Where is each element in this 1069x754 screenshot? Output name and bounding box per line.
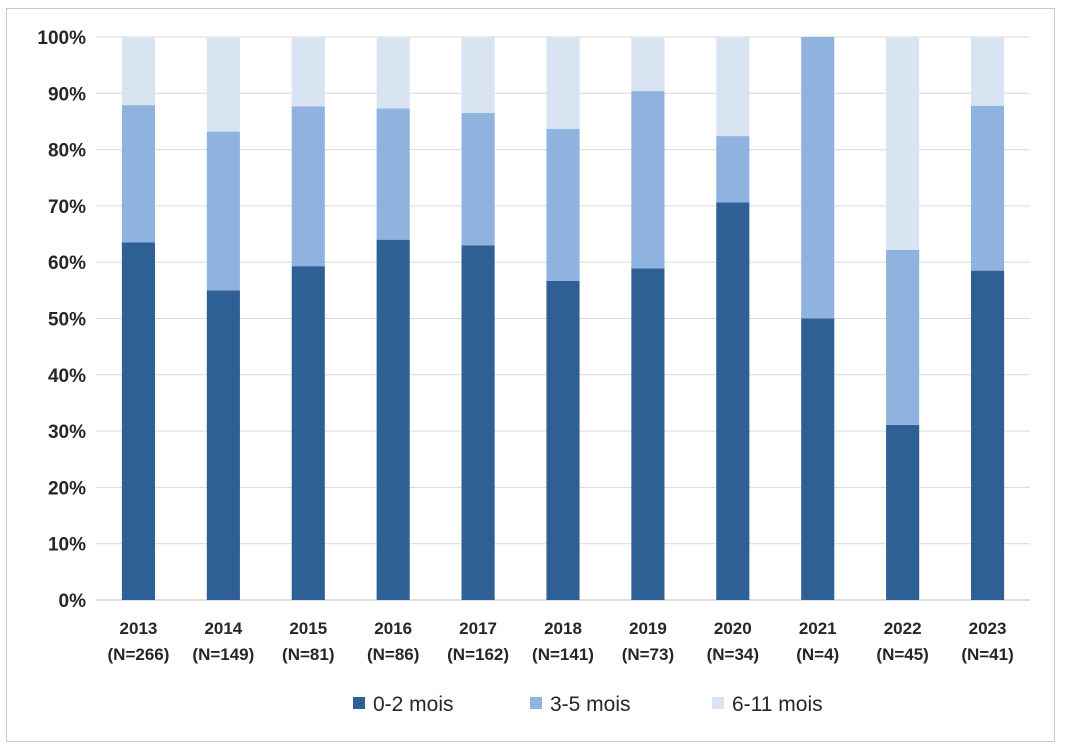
- y-tick-label: 0%: [59, 591, 87, 612]
- bar-segment: [461, 37, 495, 114]
- legend-swatch: [530, 697, 542, 709]
- x-tick-count: (N=4): [796, 645, 839, 664]
- x-tick-year: 2021: [799, 619, 837, 638]
- x-tick-year: 2022: [884, 619, 922, 638]
- x-tick-year: 2017: [459, 619, 497, 638]
- bar-segment: [121, 105, 156, 243]
- bar-segment: [461, 245, 495, 600]
- bar-segment: [291, 266, 325, 600]
- bar-segment: [801, 37, 835, 319]
- bar-segment: [631, 37, 665, 92]
- y-tick-label: 80%: [48, 141, 86, 162]
- bar-segment: [970, 37, 1005, 106]
- x-tick-year: 2023: [969, 619, 1007, 638]
- x-tick-year: 2014: [204, 619, 242, 638]
- y-tick-label: 30%: [48, 422, 86, 443]
- bar-segment: [206, 290, 240, 600]
- x-tick-count: (N=41): [961, 645, 1013, 664]
- x-tick-count: (N=141): [532, 645, 594, 664]
- bar-segment: [631, 268, 665, 600]
- x-tick-year: 2016: [374, 619, 412, 638]
- legend-swatch: [353, 697, 365, 709]
- x-tick-year: 2018: [544, 619, 582, 638]
- x-tick-year: 2020: [714, 619, 752, 638]
- bar-segment: [376, 108, 410, 240]
- x-axis: 2013 (N=266) 2014 (N=149) 2015 (N=81) 2016 (N=8…: [108, 619, 1014, 664]
- bar-segment: [970, 105, 1005, 271]
- bar-segment: [291, 106, 325, 267]
- bar-segment: [291, 37, 325, 107]
- bar-segment: [801, 318, 835, 600]
- bar-segment: [121, 242, 156, 600]
- bar-segment: [546, 37, 580, 129]
- legend-label: 3-5 mois: [550, 693, 631, 716]
- y-tick-label: 40%: [48, 366, 86, 387]
- bar-segment: [461, 113, 495, 246]
- x-tick-year: 2013: [120, 619, 158, 638]
- x-tick-count: (N=86): [367, 645, 419, 664]
- x-tick-count: (N=266): [108, 645, 170, 664]
- x-tick-count: (N=162): [447, 645, 509, 664]
- y-tick-label: 70%: [48, 197, 86, 218]
- y-tick-label: 100%: [37, 28, 86, 49]
- y-tick-label: 20%: [48, 478, 86, 499]
- bar-segment: [376, 239, 410, 600]
- x-tick-count: (N=149): [192, 645, 254, 664]
- x-tick-count: (N=34): [707, 645, 759, 664]
- bar-segment: [376, 37, 410, 109]
- y-tick-label: 10%: [48, 535, 86, 556]
- bar-segment: [886, 37, 920, 250]
- bar-segment: [716, 37, 750, 137]
- legend-label: 6-11 mois: [732, 693, 823, 716]
- x-tick-year: 2019: [629, 619, 667, 638]
- bar-segment: [546, 128, 580, 281]
- x-tick-count: (N=81): [282, 645, 334, 664]
- y-tick-label: 60%: [48, 253, 86, 274]
- legend-swatch: [712, 697, 724, 709]
- bars: [121, 37, 1005, 600]
- bar-segment: [886, 249, 920, 425]
- y-axis: 0% 10% 20% 30% 40% 50% 60% 70% 80% 90% 100%: [37, 28, 86, 612]
- bar-segment: [970, 270, 1005, 600]
- y-tick-label: 90%: [48, 84, 86, 105]
- y-tick-label: 50%: [48, 310, 86, 331]
- bar-segment: [206, 37, 240, 132]
- x-tick-count: (N=45): [876, 645, 928, 664]
- bar-segment: [206, 131, 240, 291]
- x-tick-year: 2015: [289, 619, 327, 638]
- x-tick-count: (N=73): [622, 645, 674, 664]
- bar-segment: [716, 202, 750, 600]
- bar-segment: [121, 37, 156, 106]
- legend-label: 0-2 mois: [373, 693, 454, 716]
- legend: 0-2 mois 3-5 mois 6-11 mois: [353, 693, 823, 716]
- bar-segment: [631, 91, 665, 269]
- bar-segment: [546, 280, 580, 600]
- bar-segment: [716, 136, 750, 203]
- bar-segment: [886, 424, 920, 600]
